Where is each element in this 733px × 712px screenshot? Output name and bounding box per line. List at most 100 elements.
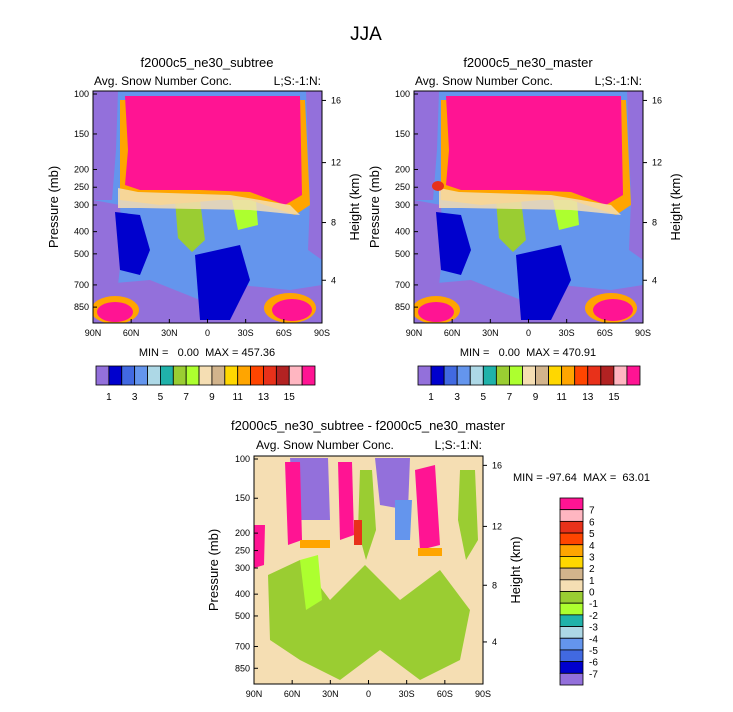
y-tick-label: 200 [395, 164, 410, 174]
y-tick-label: 150 [74, 129, 89, 139]
ticks: 90N 60N 30N 0 30S 60S 90S 100 150 200 250 300 400 500… [235, 454, 502, 699]
x-tick-label: 90S [475, 689, 491, 699]
contour-region-magenta-1 [285, 462, 302, 545]
x-tick-label: 30S [559, 328, 575, 338]
contour-region-right-edge [306, 91, 322, 260]
x-tick-label: 60N [284, 689, 301, 699]
x-tick-label: 90N [85, 328, 102, 338]
colorbar-swatch [147, 365, 161, 386]
colorbar-label: 7 [507, 392, 513, 403]
colorbar-label: 2 [589, 564, 595, 575]
contour-region-dark-mid [516, 245, 571, 320]
colorbar-swatch [559, 661, 584, 674]
stats-text: MIN = -97.64 MAX = 63.01 [513, 472, 650, 484]
y-tick-label: 850 [395, 302, 410, 312]
colorbar-swatch [559, 591, 584, 604]
contour-region-magenta-3 [415, 465, 440, 550]
y-axis-label: Pressure (mb) [367, 166, 382, 248]
colorbar-swatch [613, 365, 628, 386]
colorbar-swatch [95, 365, 110, 386]
y-tick-label: 300 [235, 563, 250, 573]
colorbar-swatch [430, 365, 445, 386]
colorbar-swatch [301, 365, 316, 386]
colorbar-swatch [559, 544, 584, 557]
x-tick-label: 90S [314, 328, 330, 338]
colorbar-swatch [535, 365, 549, 386]
y-tick-right-label: 16 [492, 460, 502, 470]
y-tick-label: 100 [235, 454, 250, 464]
x-tick-label: 60S [437, 689, 453, 699]
y-tick-right-label: 4 [652, 275, 657, 285]
contour-region-red [354, 520, 362, 545]
colorbar-swatch [559, 556, 584, 569]
y-axis-label-right: Height (km) [508, 536, 523, 603]
colorbar-label: 15 [284, 392, 296, 403]
x-tick-label: 30N [482, 328, 499, 338]
y-tick-right-label: 4 [331, 275, 336, 285]
x-tick-label: 60N [444, 328, 461, 338]
colorbar-label: 1 [428, 392, 434, 403]
x-tick-label: 30S [399, 689, 415, 699]
contour-field [414, 91, 643, 323]
colorbar-label: 3 [589, 552, 595, 563]
x-tick-label: 60S [276, 328, 292, 338]
colorbar: 1 3 5 7 9 11 13 15 [417, 365, 641, 403]
panel-difference: f2000c5_ne30_subtree - f2000c5_ne30_mast… [206, 418, 650, 699]
colorbar-label: 13 [582, 392, 594, 403]
colorbar-swatch [559, 520, 584, 534]
x-tick-label: 0 [205, 328, 210, 338]
colorbar-label: 7 [183, 392, 189, 403]
colorbar-swatch [559, 637, 584, 651]
contour-region-lr-core [593, 299, 633, 321]
y-tick-right-label: 8 [652, 218, 657, 228]
colorbar-swatch [559, 497, 584, 511]
colorbar-label: -3 [589, 623, 598, 634]
x-tick-label: 0 [526, 328, 531, 338]
y-tick-label: 850 [235, 663, 250, 673]
panel-title: f2000c5_ne30_master [463, 55, 593, 70]
contour-region-blue [395, 500, 412, 540]
contour-region-cloud-cream [439, 188, 621, 215]
y-tick-label: 150 [235, 493, 250, 503]
colorbar-swatch [185, 365, 200, 386]
colorbar-swatch [559, 579, 584, 592]
colorbar-label: -7 [589, 669, 598, 680]
y-tick-label: 400 [395, 227, 410, 237]
colorbar-swatch [456, 365, 471, 386]
colorbar-label: -4 [589, 634, 598, 645]
y-tick-label: 700 [395, 280, 410, 290]
colorbar-swatch [600, 365, 615, 386]
contour-region-magenta-4 [254, 525, 265, 568]
colorbar-swatch [237, 365, 251, 386]
y-axis-label: Pressure (mb) [206, 529, 221, 611]
colorbar-swatch [198, 365, 213, 386]
colorbar-swatch [559, 567, 584, 581]
y-tick-label: 700 [74, 280, 89, 290]
contour-region-left [93, 200, 122, 285]
colorbar-label: 1 [106, 392, 112, 403]
contour-region-green-mid [300, 555, 322, 610]
panel-master: f2000c5_ne30_master Avg. Snow Number Con… [367, 55, 683, 403]
y-tick-label: 250 [74, 182, 89, 192]
colorbar-swatch [160, 365, 174, 386]
panel-title: f2000c5_ne30_subtree [140, 55, 273, 70]
panel-title: f2000c5_ne30_subtree - f2000c5_ne30_mast… [231, 418, 506, 433]
colorbar-swatch [288, 365, 303, 386]
colorbar-swatch [522, 365, 536, 386]
y-tick-right-label: 8 [331, 218, 336, 228]
y-tick-right-label: 12 [492, 521, 502, 531]
contour-region-ll-core [97, 302, 133, 322]
y-axis-label: Pressure (mb) [46, 166, 61, 248]
x-tick-label: 90S [635, 328, 651, 338]
colorbar-swatch [509, 365, 523, 386]
contour-region-dark-mid [195, 245, 250, 320]
contour-region-upper-left [414, 91, 439, 200]
x-tick-label: 30N [161, 328, 178, 338]
colorbar-swatch [626, 365, 641, 386]
contour-region-dark-left [436, 212, 471, 275]
contour-region-orange-right [418, 548, 442, 556]
x-tick-label: 30S [238, 328, 254, 338]
contour-region-ll-core [418, 302, 454, 322]
y-tick-label: 100 [74, 89, 89, 99]
